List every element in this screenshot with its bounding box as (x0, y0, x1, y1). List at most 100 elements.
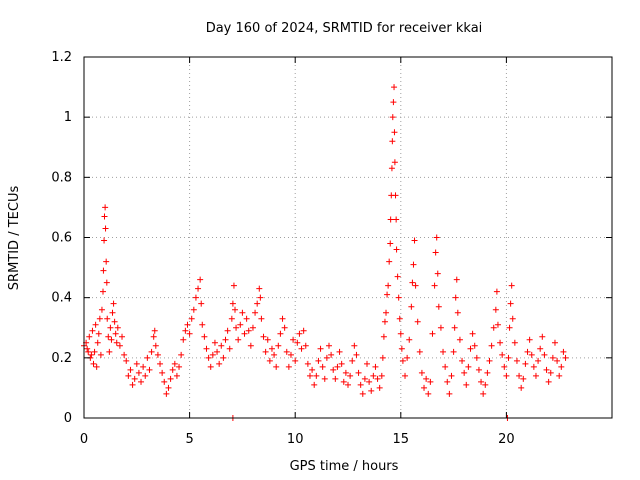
data-point (105, 333, 112, 340)
data-point (294, 339, 301, 346)
data-point (528, 351, 535, 358)
data-point (412, 282, 419, 289)
data-point (91, 348, 98, 355)
data-point (408, 303, 415, 310)
data-point (146, 366, 153, 373)
data-point (475, 366, 482, 373)
data-point (541, 351, 548, 358)
data-point (273, 363, 280, 370)
data-point (465, 363, 472, 370)
data-point (338, 360, 345, 367)
data-point (102, 225, 109, 232)
data-point (121, 351, 128, 358)
data-point (109, 309, 116, 316)
data-point (159, 369, 166, 376)
data-point (391, 129, 398, 136)
data-point (361, 375, 368, 382)
data-point (90, 360, 97, 367)
data-point (330, 366, 337, 373)
data-point (423, 375, 430, 382)
data-point (386, 258, 393, 265)
data-point (129, 381, 136, 388)
data-point (313, 372, 320, 379)
data-point (421, 384, 428, 391)
axis-ticks: 0 0.2 0.4 0.6 0.8 1 1.2 0 5 10 15 20 (51, 50, 612, 447)
data-point (94, 339, 101, 346)
data-point (233, 324, 240, 331)
data-point (473, 354, 480, 361)
data-point (188, 315, 195, 322)
data-point (167, 375, 174, 382)
data-point (182, 327, 189, 334)
data-point (98, 306, 105, 313)
data-point (539, 333, 546, 340)
data-point (520, 375, 527, 382)
data-point (484, 369, 491, 376)
y-tick-label: 0.2 (51, 351, 72, 366)
data-point (392, 192, 399, 199)
data-point (395, 294, 402, 301)
data-point (387, 240, 394, 247)
data-point (150, 333, 157, 340)
data-point (266, 357, 273, 364)
data-point (113, 339, 120, 346)
data-point (507, 300, 514, 307)
data-point (161, 378, 168, 385)
data-point (429, 330, 436, 337)
data-point (391, 159, 398, 166)
data-point (494, 321, 501, 328)
data-point (374, 375, 381, 382)
data-point (431, 282, 438, 289)
data-point (368, 387, 375, 394)
data-point (402, 372, 409, 379)
data-point (434, 270, 441, 277)
data-point (558, 363, 565, 370)
data-point (245, 327, 252, 334)
data-point (440, 348, 447, 355)
data-point (171, 360, 178, 367)
data-point (414, 318, 421, 325)
data-point (501, 363, 508, 370)
x-tick-label: 5 (185, 432, 193, 447)
data-point (317, 345, 324, 352)
data-point (532, 372, 539, 379)
data-point (100, 288, 107, 295)
data-point (451, 324, 458, 331)
data-point (459, 357, 466, 364)
data-point (275, 342, 282, 349)
y-tick-label: 0 (64, 411, 72, 426)
data-point (389, 114, 396, 121)
data-point (104, 315, 111, 322)
data-point (432, 249, 439, 256)
x-axis-label: GPS time / hours (290, 459, 399, 474)
data-point (290, 336, 297, 343)
data-point (220, 354, 227, 361)
x-tick-label: 0 (80, 432, 88, 447)
data-point (176, 363, 183, 370)
data-point (482, 381, 489, 388)
data-point (218, 342, 225, 349)
data-point (127, 366, 134, 373)
data-point (279, 315, 286, 322)
data-point (199, 321, 206, 328)
data-point (493, 288, 500, 295)
data-point (471, 342, 478, 349)
data-point (418, 369, 425, 376)
data-point (197, 276, 204, 283)
data-point (385, 282, 392, 289)
data-point (522, 360, 529, 367)
data-point (262, 348, 269, 355)
data-point (283, 348, 290, 355)
data-point (103, 279, 110, 286)
data-point (513, 357, 520, 364)
data-point (201, 333, 208, 340)
data-point (211, 339, 218, 346)
y-axis-label: SRMTID / TECUs (7, 186, 22, 291)
data-point (271, 351, 278, 358)
data-point (192, 294, 199, 301)
data-point (108, 336, 115, 343)
data-point (398, 345, 405, 352)
data-point (425, 390, 432, 397)
data-point (173, 372, 180, 379)
data-point (359, 390, 366, 397)
